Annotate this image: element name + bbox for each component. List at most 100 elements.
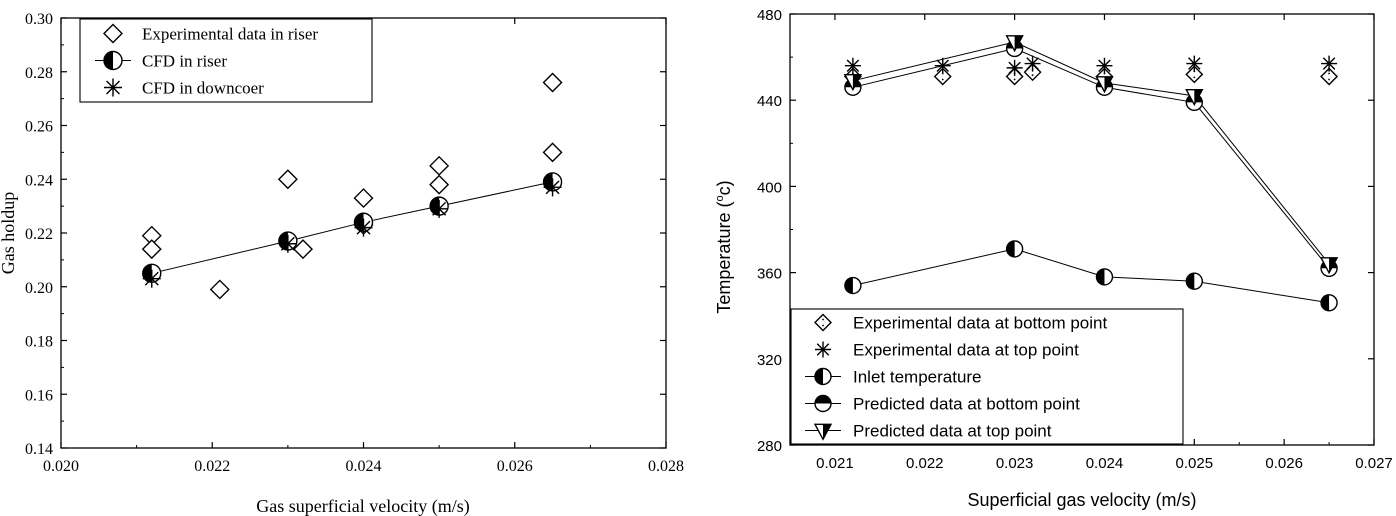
data-point bbox=[278, 234, 297, 253]
data-point bbox=[1095, 76, 1114, 94]
circle-half-fill bbox=[1186, 273, 1195, 290]
asterisk-marker bbox=[1186, 55, 1203, 72]
data-point bbox=[1185, 272, 1204, 290]
marker-dot bbox=[822, 324, 824, 327]
data-point bbox=[430, 199, 449, 218]
data-points-right bbox=[843, 35, 1339, 312]
legend-marker bbox=[814, 313, 832, 332]
y-tick-label: 0.20 bbox=[25, 280, 53, 297]
asterisk-marker bbox=[1321, 55, 1338, 72]
data-point bbox=[1005, 240, 1024, 258]
circle-half-fill bbox=[844, 277, 853, 294]
data-point bbox=[209, 279, 230, 300]
x-tick-label: 0.021 bbox=[816, 455, 854, 472]
y-tick-label: 0.16 bbox=[25, 387, 53, 404]
series-lines-right bbox=[852, 41, 1330, 304]
marker-dot bbox=[1328, 72, 1330, 75]
legend-marker bbox=[814, 394, 832, 413]
circle-half-fill bbox=[815, 395, 831, 404]
data-point bbox=[543, 178, 562, 197]
data-point bbox=[844, 276, 862, 295]
diamond-marker bbox=[1320, 67, 1339, 86]
series-line bbox=[852, 248, 1330, 304]
diamond-marker bbox=[293, 239, 313, 260]
y-tick-label: 0.26 bbox=[25, 119, 53, 136]
triangle-half-fill bbox=[1329, 257, 1338, 273]
legend-label: Experimental data at top point bbox=[853, 341, 1079, 360]
x-tick-label: 0.026 bbox=[497, 458, 533, 475]
marker-dot bbox=[1193, 76, 1196, 79]
marker-dot bbox=[822, 318, 824, 321]
y-tick-label: 280 bbox=[757, 438, 782, 455]
data-point bbox=[1024, 55, 1041, 72]
data-point bbox=[354, 218, 373, 237]
diamond-marker bbox=[429, 155, 450, 176]
x-tick-label: 0.023 bbox=[996, 455, 1034, 472]
data-point bbox=[429, 174, 450, 195]
series-line bbox=[151, 181, 553, 274]
asterisk-marker bbox=[278, 234, 297, 253]
y-tick-label: 0.14 bbox=[25, 441, 53, 458]
x-tick-label: 0.025 bbox=[1176, 455, 1214, 472]
data-point bbox=[1321, 55, 1338, 72]
diamond-marker bbox=[103, 23, 123, 44]
circle-half-fill bbox=[1321, 294, 1330, 311]
y-tick-label: 0.30 bbox=[25, 11, 53, 28]
y-tick-label: 440 bbox=[757, 93, 782, 110]
x-axis-label-right: Superficial gas velocity (m/s) bbox=[967, 490, 1196, 510]
data-point bbox=[353, 188, 374, 209]
asterisk-marker bbox=[844, 57, 861, 74]
data-point bbox=[1185, 65, 1204, 84]
x-tick-label: 0.024 bbox=[346, 458, 382, 475]
legend-left: Experimental data in riser CFD in riser CF… bbox=[79, 18, 373, 103]
y-tick-label: 0.18 bbox=[25, 334, 53, 351]
legend-marker bbox=[104, 78, 122, 97]
y-tick-label: 0.22 bbox=[25, 226, 53, 243]
asterisk-marker bbox=[1096, 57, 1113, 74]
data-point bbox=[843, 73, 863, 92]
legend-marker bbox=[103, 23, 123, 44]
y-tick-label: 320 bbox=[757, 352, 782, 369]
diamond-marker bbox=[933, 67, 952, 86]
series-lines-left bbox=[151, 181, 553, 274]
data-point bbox=[277, 169, 298, 190]
legend-marker bbox=[103, 50, 123, 71]
legend-marker bbox=[814, 367, 832, 386]
diamond-marker bbox=[353, 188, 374, 209]
data-point bbox=[844, 57, 861, 74]
marker-dot bbox=[1031, 74, 1034, 77]
data-point bbox=[293, 239, 313, 260]
diamond-marker bbox=[141, 239, 162, 260]
diamond-marker bbox=[1185, 65, 1204, 84]
asterisk-marker bbox=[430, 199, 449, 218]
data-point bbox=[934, 57, 951, 74]
legend-label: Inlet temperature bbox=[853, 368, 982, 387]
axis-ticks-left: 0.020 0.022 0.024 0.026 0.028 0.14 0.16 0.18 0.2… bbox=[25, 11, 684, 475]
y-axis-label-right: Temperature (oc) bbox=[714, 180, 734, 313]
marker-dot bbox=[941, 78, 944, 81]
triangle-half-fill bbox=[1014, 35, 1023, 51]
y-tick-label: 0.28 bbox=[25, 65, 53, 82]
circle-half-fill bbox=[1006, 240, 1015, 257]
data-point bbox=[1319, 257, 1339, 275]
x-tick-label: 0.026 bbox=[1265, 455, 1303, 472]
data-point bbox=[429, 155, 450, 176]
marker-dot bbox=[1013, 78, 1016, 81]
x-tick-label: 0.024 bbox=[1086, 455, 1124, 472]
diamond-marker bbox=[209, 279, 230, 300]
data-point bbox=[1005, 35, 1024, 53]
data-point bbox=[1185, 89, 1204, 107]
data-point bbox=[1320, 67, 1339, 86]
legend-label: Predicted data at bottom point bbox=[853, 395, 1080, 414]
triangle-half-fill bbox=[852, 74, 861, 90]
y-axis-label-unit: c) bbox=[714, 180, 734, 195]
circle-half-fill bbox=[1096, 268, 1105, 285]
y-tick-label: 400 bbox=[757, 179, 782, 196]
series-line bbox=[852, 41, 1330, 265]
triangle-half-fill bbox=[823, 424, 831, 440]
asterisk-marker bbox=[934, 57, 951, 74]
x-tick-label: 0.022 bbox=[194, 458, 230, 475]
asterisk-marker bbox=[815, 341, 831, 358]
x-tick-label: 0.027 bbox=[1355, 455, 1393, 472]
